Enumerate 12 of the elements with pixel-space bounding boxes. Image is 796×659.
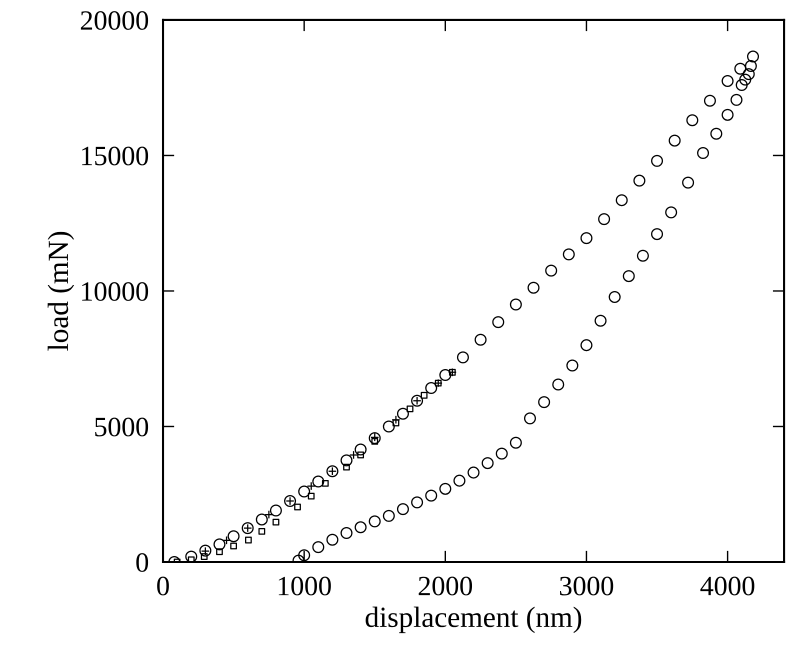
x-axis-title: displacement (nm): [366, 606, 582, 634]
y-tick-label: 10000: [82, 282, 148, 301]
y-axis-title: load (mN): [48, 232, 74, 351]
x-tick-label: 4000: [700, 576, 754, 596]
y-tick-label: 20000: [80, 11, 148, 30]
x-tick-label: 3000: [560, 576, 614, 596]
y-tick-label: 5000: [95, 418, 148, 436]
x-tick-label: 1000: [278, 576, 331, 596]
x-tick-label: 2000: [418, 576, 472, 596]
x-tick-label: 0: [157, 576, 169, 596]
y-tick-label: 0: [136, 553, 148, 572]
y-tick-label: 15000: [82, 146, 148, 166]
